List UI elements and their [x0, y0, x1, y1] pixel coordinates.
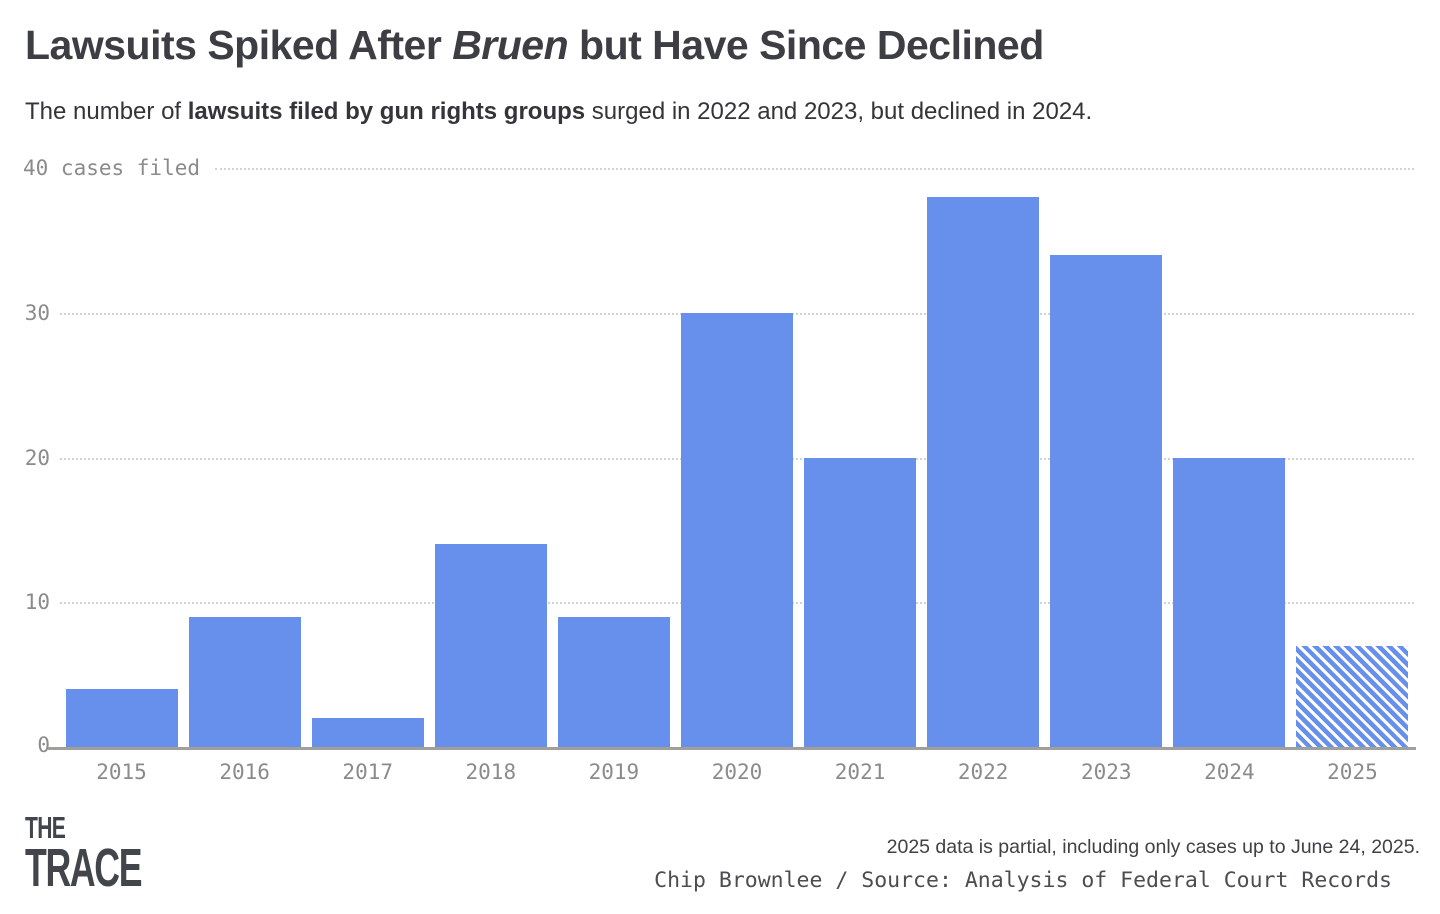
y-axis-top-label: 40 cases filed [23, 156, 201, 180]
y-tick-10: 10 [24, 590, 50, 615]
x-axis-baseline [48, 747, 1416, 750]
bar-2022 [927, 196, 1040, 747]
x-label-2021: 2021 [834, 760, 886, 784]
y-tick-0: 0 [37, 733, 50, 757]
chart-title: Lawsuits Spiked After Bruen but Have Sin… [25, 22, 1415, 69]
x-label-2024: 2024 [1204, 760, 1255, 784]
y-tick-30: 30 [24, 300, 50, 325]
logo-line-trace: TRACE [25, 837, 142, 898]
logo-line-the: THE [25, 810, 66, 845]
bar-2023 [1050, 254, 1163, 747]
x-label-2025: 2025 [1327, 760, 1378, 784]
partial-data-note: 2025 data is partial, including only cas… [886, 836, 1420, 858]
the-trace-logo: THE TRACE [25, 810, 201, 898]
chart-title-case-name: Bruen [452, 22, 569, 68]
gridline-40 [215, 168, 1414, 170]
bar-2020 [681, 312, 793, 747]
x-label-2020: 2020 [711, 760, 763, 784]
bar-2016 [188, 616, 301, 747]
bar-2017 [311, 718, 424, 747]
y-tick-20: 20 [24, 445, 50, 470]
chart-subtitle-pre: The number of [25, 98, 188, 125]
bar-chart-plot-area: 10 20 30 40 cases filed 0 2015 2016 2017 2018 201… [0, 150, 1440, 800]
x-label-2016: 2016 [219, 760, 270, 784]
bar-2019 [557, 616, 670, 747]
x-label-2018: 2018 [465, 760, 517, 784]
x-label-2022: 2022 [957, 760, 1009, 784]
chart-subtitle-highlight: lawsuits filed by gun rights groups [187, 98, 586, 125]
chart-subtitle: The number of lawsuits filed by gun righ… [25, 98, 1415, 126]
bar-2025 [1296, 645, 1409, 747]
bar-2024 [1173, 457, 1286, 747]
bar-2015 [65, 689, 178, 747]
source-credit: Chip Brownlee / Source: Analysis of Fede… [654, 868, 1392, 893]
x-label-2023: 2023 [1080, 760, 1132, 784]
bar-2021 [804, 457, 917, 747]
bar-2018 [434, 544, 547, 747]
chart-title-post: but Have Since Declined [568, 22, 1044, 68]
x-label-2019: 2019 [588, 760, 640, 784]
x-label-2017: 2017 [342, 760, 393, 784]
x-label-2015: 2015 [96, 760, 147, 784]
chart-subtitle-post: surged in 2022 and 2023, but declined in… [585, 98, 1093, 125]
chart-title-pre: Lawsuits Spiked After [25, 22, 453, 68]
